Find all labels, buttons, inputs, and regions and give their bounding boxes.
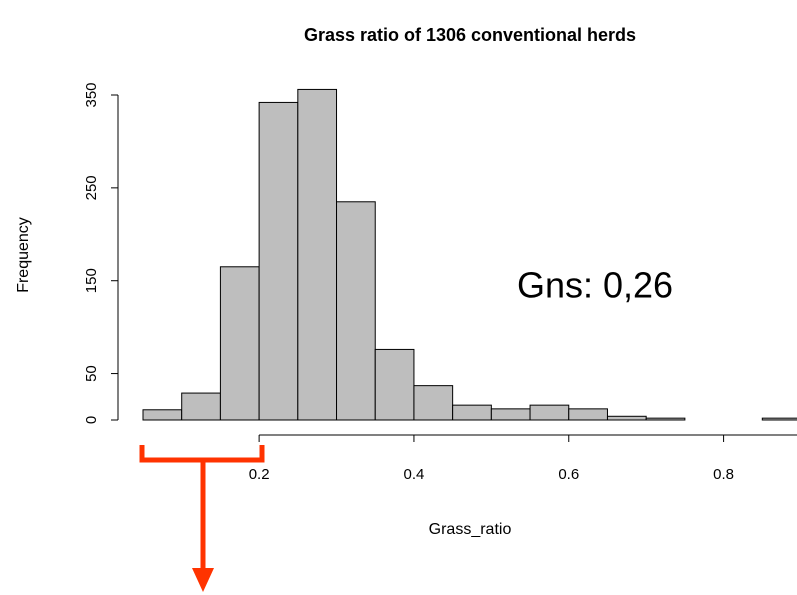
bar — [142, 409, 183, 421]
bar — [761, 417, 797, 421]
bar — [606, 415, 647, 421]
bar — [490, 408, 531, 421]
x-tick-label: 0.8 — [713, 466, 734, 483]
bar — [529, 404, 570, 421]
chart-title: Grass ratio of 1306 conventional herds — [304, 25, 636, 45]
annotation: Gns: 0,26 — [517, 265, 673, 306]
x-axis-label: Grass_ratio — [429, 521, 512, 538]
y-tick-label: 150 — [83, 268, 100, 293]
y-tick-label: 250 — [83, 175, 100, 200]
bar — [181, 392, 221, 421]
y-tick-label: 50 — [83, 365, 100, 382]
x-tick-label: 0.2 — [249, 466, 270, 483]
red-bracket — [139, 445, 265, 572]
bar — [336, 201, 376, 421]
bar — [452, 404, 492, 421]
bar — [219, 266, 260, 421]
bar — [297, 88, 338, 421]
y-axis-label: Frequency — [15, 217, 32, 293]
y-tick-label: 0 — [83, 416, 100, 424]
x-tick-label: 0.4 — [404, 466, 425, 483]
bar — [258, 101, 299, 421]
bar — [645, 417, 686, 421]
y-tick-label: 350 — [83, 82, 100, 107]
x-tick-label: 0.6 — [558, 466, 579, 483]
bar — [374, 348, 415, 421]
bar — [568, 408, 608, 421]
red-arrow-head — [192, 568, 214, 592]
bar — [413, 385, 454, 421]
